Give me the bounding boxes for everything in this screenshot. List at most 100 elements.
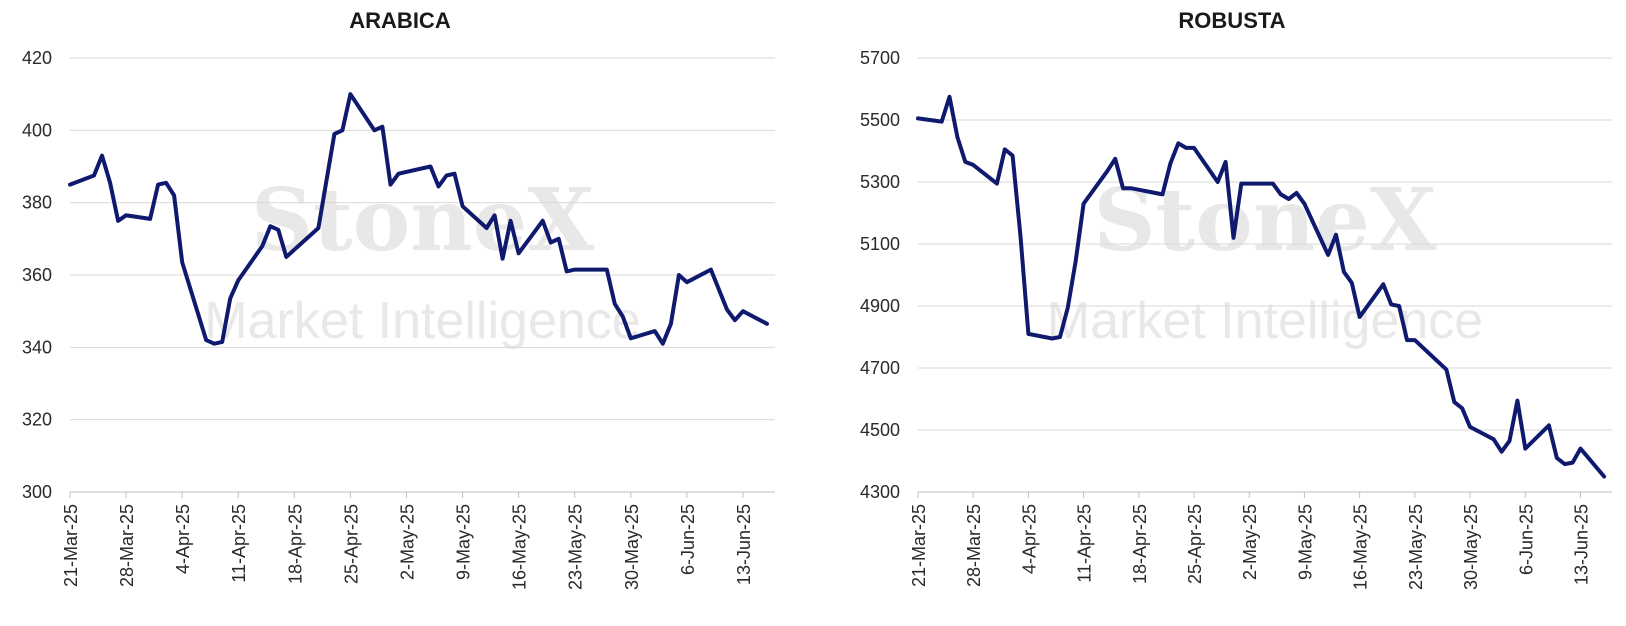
data-point [1326, 253, 1330, 257]
data-point [180, 260, 184, 264]
data-point [1105, 169, 1109, 173]
y-tick-label: 320 [22, 410, 52, 430]
data-point [741, 309, 745, 313]
data-point [172, 193, 176, 197]
data-point [1192, 146, 1196, 150]
x-tick-label: 2-May-25 [397, 504, 417, 580]
data-point [348, 92, 352, 96]
data-point [1468, 425, 1472, 429]
y-tick-label: 5700 [860, 48, 900, 68]
data-point [613, 302, 617, 306]
y-tick-label: 4300 [860, 482, 900, 502]
data-point [1295, 191, 1299, 195]
series-line [68, 92, 769, 346]
data-point [1239, 182, 1243, 186]
data-point [1555, 456, 1559, 460]
y-tick-label: 380 [22, 193, 52, 213]
x-tick-label: 21-Mar-25 [61, 504, 81, 587]
watermark-brand: StoneX [251, 170, 594, 271]
x-tick-label: 6-Jun-25 [1516, 504, 1536, 575]
data-point [1334, 233, 1338, 237]
data-point [573, 268, 577, 272]
data-point [765, 322, 769, 326]
x-tick-label: 6-Jun-25 [678, 504, 698, 575]
data-point [1113, 157, 1117, 161]
data-point [940, 120, 944, 124]
data-point [629, 336, 633, 340]
data-point [1184, 146, 1188, 150]
data-point [661, 342, 665, 346]
y-tick-label: 340 [22, 337, 52, 357]
x-tick-label: 11-Apr-25 [1075, 504, 1095, 583]
data-point [1058, 335, 1062, 339]
data-point [1515, 399, 1519, 403]
data-point [501, 257, 505, 261]
data-point [372, 128, 376, 132]
data-point [1602, 475, 1606, 479]
chart-title: ROBUSTA [1178, 8, 1285, 33]
data-point [1287, 197, 1291, 201]
y-tick-label: 360 [22, 265, 52, 285]
x-tick-label: 30-May-25 [622, 504, 642, 590]
x-tick-label: 30-May-25 [1461, 504, 1481, 590]
x-tick-label: 18-Apr-25 [285, 504, 305, 584]
data-point [1121, 186, 1125, 190]
x-tick-label: 25-Apr-25 [341, 504, 361, 584]
data-point [212, 342, 216, 346]
data-point [1444, 368, 1448, 372]
data-point [1168, 161, 1172, 165]
data-point [1074, 259, 1078, 263]
data-point [493, 213, 497, 217]
data-point [1050, 337, 1054, 341]
x-tick-label: 13-Jun-25 [734, 504, 754, 585]
data-point [340, 128, 344, 132]
data-point [1460, 406, 1464, 410]
data-point [437, 184, 441, 188]
data-point [685, 280, 689, 284]
x-tick-label: 11-Apr-25 [229, 504, 249, 583]
data-point [1571, 461, 1575, 465]
data-point [1547, 423, 1551, 427]
chart-panel-arabica: StoneX Market Intelligence ARABICA 300 320 34… [22, 8, 775, 590]
x-tick-label: 28-Mar-25 [964, 504, 984, 587]
y-tick-label: 4500 [860, 420, 900, 440]
x-tick-label: 13-Jun-25 [1571, 504, 1591, 585]
data-point [1579, 447, 1583, 451]
data-point [445, 174, 449, 178]
x-tick-label: 9-May-25 [454, 504, 474, 580]
y-tick-label: 5300 [860, 172, 900, 192]
data-point [1176, 141, 1180, 145]
data-point [92, 174, 96, 178]
data-point [725, 307, 729, 311]
data-point [1405, 338, 1409, 342]
watermark-tagline: Market Intelligence [204, 292, 640, 350]
data-point [677, 273, 681, 277]
data-point [653, 329, 657, 333]
data-point [1302, 202, 1306, 206]
data-point [148, 217, 152, 221]
data-point [1224, 160, 1228, 164]
data-point [1397, 304, 1401, 308]
data-point [1279, 192, 1283, 196]
data-point [453, 172, 457, 176]
data-point [100, 154, 104, 158]
y-tick-label: 4900 [860, 296, 900, 316]
data-point [557, 237, 561, 241]
watermark-brand: StoneX [1093, 170, 1436, 271]
data-point [1452, 400, 1456, 404]
data-point [916, 116, 920, 120]
data-point [276, 228, 280, 232]
data-point [1026, 332, 1030, 336]
data-point [316, 226, 320, 230]
data-point [955, 135, 959, 139]
y-tick-label: 5500 [860, 110, 900, 130]
data-point [108, 181, 112, 185]
x-tick-label: 9-May-25 [1295, 504, 1315, 580]
series-line [916, 94, 1607, 479]
data-point [1381, 282, 1385, 286]
x-tick-label: 16-May-25 [510, 504, 530, 590]
data-point [541, 219, 545, 223]
data-point [963, 160, 967, 164]
data-point [971, 163, 975, 167]
